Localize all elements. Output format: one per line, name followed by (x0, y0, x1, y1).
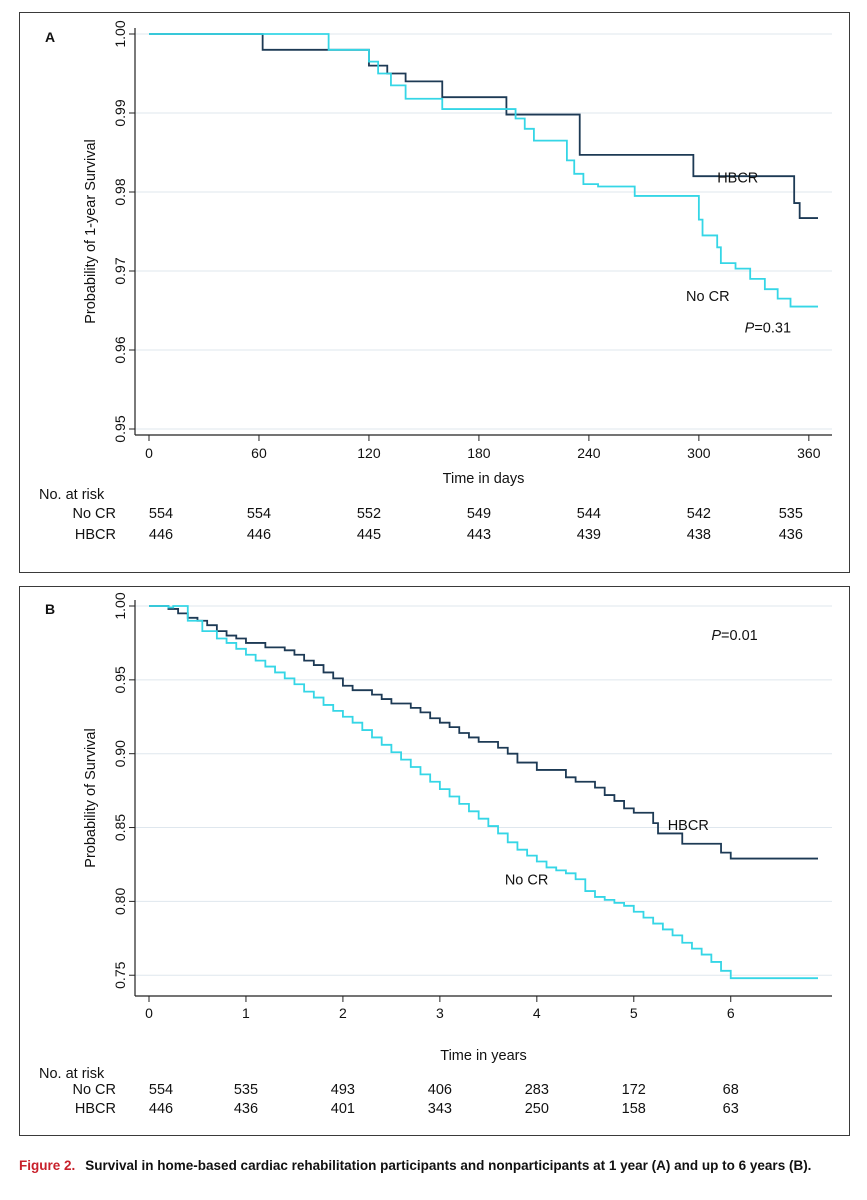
panel-b-chart: 0.75 0.80 0.85 0.90 0.95 1.00 0 1 2 3 4 5 6 Time in y… (39, 592, 832, 1117)
panel-a-risk-value: 554 (247, 506, 271, 522)
panel-b-risk-value: 436 (234, 1101, 258, 1117)
panel-a-x-tick-label: 120 (357, 445, 381, 461)
panel-a-p-value-annotation: P=0.31 (745, 321, 791, 337)
panel-b-label: B (45, 601, 56, 617)
panel-b-risk-value: 401 (331, 1101, 355, 1117)
panel-b-x-tick-label: 2 (339, 1005, 347, 1021)
panel-a-y-tick-label: 0.99 (112, 99, 128, 126)
panel-a-chart: 0.95 0.96 0.97 0.98 0.99 1.00 0 60 120 180 240 300 3… (39, 20, 832, 543)
panel-b-risk-value: 172 (622, 1082, 646, 1098)
panel-b: B 0.75 0.80 0.85 0.90 0.95 1.00 0 1 2 3 4 5 6 Time in… (19, 586, 850, 1136)
panel-b-risk-value: 535 (234, 1082, 258, 1098)
panel-a-x-tick-label: 240 (577, 445, 601, 461)
panel-b-risk-value: 158 (622, 1101, 646, 1117)
panel-a-risk-table-title: No. at risk (39, 487, 105, 503)
panel-a-risk-value: 439 (577, 527, 601, 543)
panel-b-y-tick-label: 0.85 (112, 814, 128, 841)
panel-a-series-annotation: HBCR (717, 171, 758, 187)
panel-b-series-annotation: HBCR (668, 818, 709, 834)
panel-a-risk-value: 549 (467, 506, 491, 522)
panel-b-risk-value: 554 (149, 1082, 173, 1098)
panel-a-risk-row-label: HBCR (75, 527, 116, 543)
panel-a-x-tick-label: 0 (145, 445, 153, 461)
figure-caption: Figure 2. Survival in home-based cardiac … (19, 1156, 857, 1176)
panel-b-risk-value: 68 (723, 1082, 739, 1098)
panel-a-y-tick-label: 0.98 (112, 178, 128, 205)
panel-a-series-no-cr (149, 33, 818, 308)
figure-label: Figure 2. (19, 1158, 76, 1173)
panel-a-risk-value: 446 (149, 527, 173, 543)
panel-b-p-value-annotation: P=0.01 (711, 628, 757, 644)
panel-b-x-tick-label: 5 (630, 1005, 638, 1021)
panel-a-y-tick-label: 0.97 (112, 257, 128, 284)
panel-a-risk-value: 554 (149, 506, 173, 522)
panel-a-risk-row-label: No CR (72, 506, 116, 522)
panel-b-x-tick-label: 3 (436, 1005, 444, 1021)
caption-text: Survival in home-based cardiac rehabilit… (85, 1158, 812, 1173)
panel-b-x-tick-label: 1 (242, 1005, 250, 1021)
panel-a-y-tick-label: 0.96 (112, 336, 128, 363)
panel-a-risk-value: 436 (779, 527, 803, 543)
panel-b-risk-value: 493 (331, 1082, 355, 1098)
panel-b-x-tick-label: 6 (727, 1005, 735, 1021)
panel-a-risk-value: 446 (247, 527, 271, 543)
panel-a-label: A (45, 29, 56, 45)
panel-a-y-tick-label: 1.00 (112, 20, 128, 47)
panel-a-risk-value: 443 (467, 527, 491, 543)
panel-a-x-axis-title: Time in days (443, 471, 525, 487)
panel-a-x-tick-label: 360 (797, 445, 821, 461)
panel-a-x-tick-label: 60 (251, 445, 267, 461)
panel-a-risk-value: 535 (779, 506, 803, 522)
panel-b-x-tick-label: 4 (533, 1005, 541, 1021)
panel-a-risk-value: 552 (357, 506, 381, 522)
panel-b-risk-value: 63 (723, 1101, 739, 1117)
panel-b-risk-row-label: No CR (72, 1082, 116, 1098)
panel-b-x-tick-label: 0 (145, 1005, 153, 1021)
panel-b-series-annotation: No CR (505, 872, 549, 888)
panel-a-risk-value: 438 (687, 527, 711, 543)
panel-b-y-tick-label: 1.00 (112, 592, 128, 619)
panel-a-risk-value: 445 (357, 527, 381, 543)
panel-b-risk-table-title: No. at risk (39, 1066, 105, 1082)
panel-b-risk-value: 283 (525, 1082, 549, 1098)
panel-b-risk-value: 446 (149, 1101, 173, 1117)
panel-b-y-tick-label: 0.90 (112, 740, 128, 767)
panel-b-x-axis-title: Time in years (440, 1048, 526, 1064)
panel-b-y-tick-label: 0.80 (112, 888, 128, 915)
panel-a-series-hbcr (149, 33, 818, 219)
panel-b-risk-row-label: HBCR (75, 1101, 116, 1117)
panel-b-risk-value: 250 (525, 1101, 549, 1117)
panel-b-y-tick-label: 0.75 (112, 961, 128, 988)
panel-a-y-axis-title: Probability of 1-year Survival (83, 139, 99, 324)
panel-b-y-axis-title: Probability of Survival (83, 728, 99, 867)
panel-a-risk-value: 544 (577, 506, 601, 522)
panel-a-y-tick-label: 0.95 (112, 415, 128, 442)
panel-a: A 0.95 0.96 0.97 0.98 0.99 1.00 0 60 120 180 240 30… (19, 12, 850, 573)
panel-b-risk-value: 343 (428, 1101, 452, 1117)
panel-b-series-hbcr (149, 605, 818, 860)
panel-a-risk-value: 542 (687, 506, 711, 522)
panel-a-series-annotation: No CR (686, 289, 730, 305)
panel-a-x-tick-label: 300 (687, 445, 711, 461)
panel-b-y-tick-label: 0.95 (112, 666, 128, 693)
panel-a-x-tick-label: 180 (467, 445, 491, 461)
panel-b-series-no-cr (149, 605, 818, 980)
panel-b-risk-value: 406 (428, 1082, 452, 1098)
